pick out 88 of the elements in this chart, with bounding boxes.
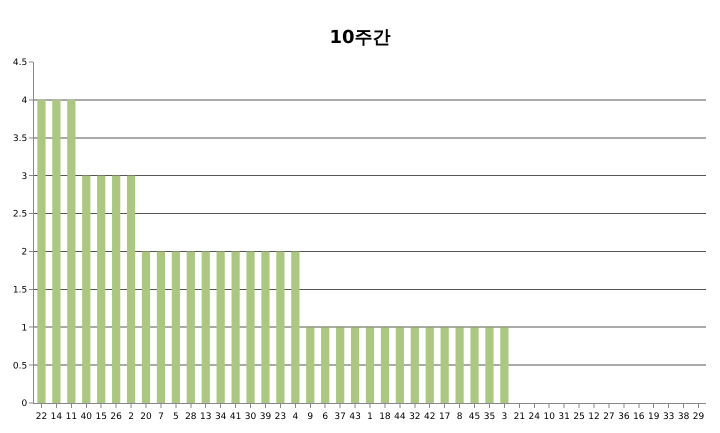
bar <box>440 327 449 403</box>
bar <box>455 327 464 403</box>
x-tick-label: 44 <box>394 412 406 422</box>
bar <box>426 327 434 403</box>
x-tick-label: 45 <box>468 412 480 422</box>
bar <box>231 251 240 403</box>
x-tick-label: 41 <box>230 412 242 422</box>
x-tick-label: 25 <box>573 412 585 422</box>
bar <box>500 327 509 403</box>
bar <box>291 251 300 403</box>
x-tick-label: 4 <box>292 412 298 422</box>
x-tick-label: 31 <box>558 412 570 422</box>
x-tick-label: 33 <box>662 412 674 422</box>
bar <box>396 327 404 403</box>
y-tick-label: 0 <box>21 399 28 410</box>
bar <box>470 327 479 403</box>
x-tick-label: 21 <box>514 412 526 422</box>
bar <box>216 251 225 403</box>
x-tick-label: 24 <box>528 412 540 422</box>
x-tick-label: 43 <box>349 412 361 422</box>
bar <box>82 176 90 403</box>
bar <box>336 327 344 403</box>
bar <box>37 100 46 403</box>
bar <box>276 251 285 403</box>
x-tick-label: 8 <box>456 412 463 422</box>
y-tick-label: 1 <box>21 323 28 334</box>
bar <box>172 251 180 403</box>
bar <box>321 327 330 403</box>
x-tick-label: 40 <box>80 412 92 422</box>
y-tick-label: 2.5 <box>12 210 28 220</box>
x-tick-label: 13 <box>200 412 212 422</box>
chart-title: 10주간 <box>329 26 391 48</box>
bar <box>380 327 390 403</box>
x-tick-label: 10 <box>543 412 556 422</box>
x-tick-label: 3 <box>502 412 508 422</box>
y-tick-label: 2 <box>21 248 28 258</box>
x-tick-label: 11 <box>66 412 78 422</box>
bar <box>186 251 195 403</box>
bar <box>126 176 136 403</box>
x-tick-label: 20 <box>140 412 152 422</box>
x-tick-label: 14 <box>50 412 62 422</box>
x-tick-label: 9 <box>307 412 314 422</box>
bar <box>306 327 314 403</box>
x-tick-label: 22 <box>36 412 48 422</box>
bar <box>67 100 76 403</box>
x-tick-label: 28 <box>185 412 197 422</box>
bar <box>246 251 255 403</box>
bar <box>142 251 150 403</box>
x-tick-label: 23 <box>274 412 286 422</box>
x-tick-label: 42 <box>424 412 436 422</box>
x-tick-label: 26 <box>110 412 122 422</box>
x-tick-label: 36 <box>618 412 630 422</box>
bar <box>350 327 360 403</box>
x-tick-label: 34 <box>214 412 227 422</box>
x-tick-label: 39 <box>260 412 272 422</box>
y-tick-label: 3 <box>21 172 28 182</box>
bar <box>112 176 120 403</box>
x-tick-label: 37 <box>334 412 346 422</box>
x-tick-label: 18 <box>379 412 391 422</box>
x-tick-label: 29 <box>692 412 705 422</box>
x-tick-label: 38 <box>678 412 690 422</box>
y-tick-label: 1.5 <box>12 285 28 296</box>
x-tick-label: 30 <box>244 412 257 422</box>
x-tick-label: 27 <box>603 412 615 422</box>
x-tick-label: 15 <box>95 412 107 422</box>
bar <box>156 251 166 403</box>
x-tick-label: 2 <box>128 412 134 422</box>
x-tick-label: 12 <box>588 412 600 422</box>
bar <box>485 327 494 403</box>
x-tick-label: 16 <box>633 412 645 422</box>
bar <box>366 327 374 403</box>
x-tick-label: 6 <box>322 412 328 422</box>
x-tick-label: 1 <box>367 412 373 422</box>
bar <box>52 100 61 403</box>
x-tick-label: 5 <box>173 412 179 422</box>
x-tick-label: 19 <box>648 412 660 422</box>
x-tick-label: 32 <box>409 412 421 422</box>
x-tick-label: 17 <box>438 412 450 422</box>
y-tick-label: 0.5 <box>12 361 28 372</box>
bar <box>261 251 270 403</box>
bar <box>202 251 210 403</box>
y-tick-label: 4 <box>21 96 28 106</box>
bar <box>97 176 106 403</box>
x-tick-label: 35 <box>484 412 496 422</box>
y-tick-label: 3.5 <box>12 134 28 144</box>
bar <box>410 327 419 403</box>
y-tick-label: 4.5 <box>12 58 28 68</box>
x-tick-label: 7 <box>158 412 164 422</box>
